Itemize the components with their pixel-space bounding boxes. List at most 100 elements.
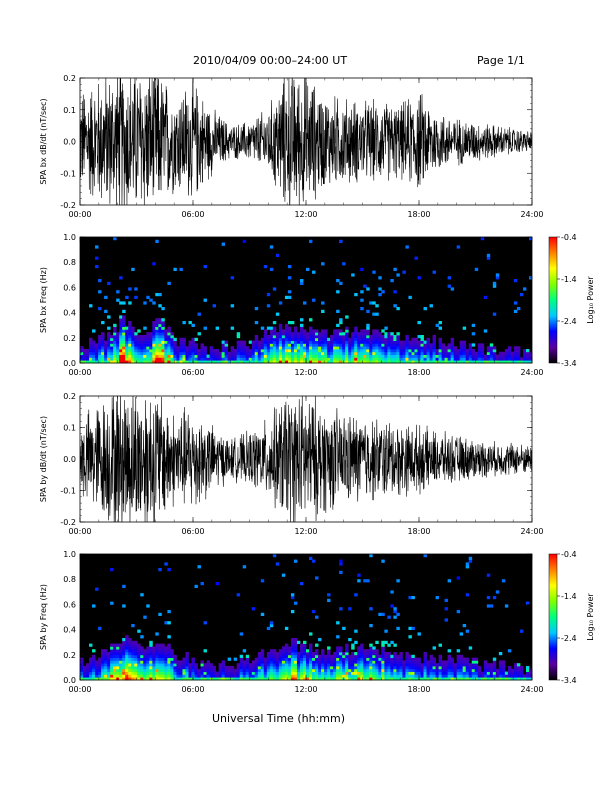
spectrogram-cell — [266, 337, 271, 341]
spectrogram-cell — [372, 301, 376, 305]
spectrogram-cell — [423, 307, 427, 311]
spectrogram-cell — [453, 354, 458, 358]
spectrogram-cell — [465, 677, 470, 681]
spectrogram-cell — [312, 349, 316, 353]
spectrogram-cell — [260, 671, 265, 675]
spectrogram-cell — [194, 349, 198, 353]
spectrogram-cell — [149, 640, 153, 644]
spectrogram-cell — [230, 354, 235, 358]
spectrogram-cell — [336, 290, 340, 294]
spectrogram-cell — [465, 360, 470, 364]
spectrogram-cell — [188, 354, 192, 358]
spectrogram-cell — [257, 663, 262, 667]
spectrogram-cell — [191, 666, 195, 670]
spectrogram-cell — [357, 573, 361, 577]
spectrogram-cell — [348, 671, 352, 675]
spectrogram-cell — [471, 657, 476, 661]
spectrogram-cell — [324, 354, 328, 358]
spectrogram-cell — [462, 326, 467, 330]
spectrogram-cell — [278, 674, 283, 678]
spectrogram-cell — [164, 666, 168, 670]
spectrogram-cell — [137, 666, 141, 670]
spectrogram-cell — [339, 357, 343, 361]
spectrogram-cell — [324, 663, 328, 667]
spectrogram-cell — [468, 671, 473, 675]
spectrogram-cell — [387, 340, 391, 344]
spectrogram-cell — [366, 354, 370, 358]
spectrogram-cell — [224, 346, 229, 350]
spectrogram-cell — [315, 329, 319, 333]
panel-3 — [79, 395, 533, 523]
spectrogram-cell — [351, 660, 355, 664]
spectrogram-cell — [170, 674, 174, 678]
spectrogram-cell — [167, 357, 171, 361]
spectrogram-cell — [143, 663, 147, 667]
spectrogram-cell — [447, 276, 452, 280]
spectrogram-cell — [333, 343, 337, 347]
spectrogram-cell — [125, 663, 129, 667]
spectrogram-cell — [381, 559, 385, 563]
spectrogram-cell — [321, 337, 325, 341]
spectrogram-cell — [369, 671, 373, 675]
spectrogram-cell — [242, 346, 247, 350]
spectrogram-cell — [113, 337, 117, 341]
spectrogram-cell — [221, 242, 226, 246]
spectrogram-cell — [290, 671, 295, 675]
spectrogram-cell — [209, 663, 213, 667]
spectrogram-cell — [330, 360, 334, 364]
spectrogram-cell — [429, 671, 433, 675]
spectrogram-cell — [272, 677, 277, 681]
spectrogram-cell — [309, 332, 313, 336]
spectrogram-cell — [459, 660, 464, 664]
spectrogram-cell — [432, 346, 436, 350]
spectrogram-cell — [218, 671, 223, 675]
spectrogram-cell — [269, 354, 274, 358]
colorbar-tick-label: -1.4 — [561, 275, 577, 284]
spectrogram-cell — [372, 335, 376, 339]
spectrogram-cell — [116, 666, 120, 670]
spectrogram-cell — [360, 671, 364, 675]
spectrogram-cell — [176, 663, 180, 667]
spectrogram-cell — [194, 663, 198, 667]
spectrogram-cell — [173, 360, 177, 364]
spectrogram-cell — [423, 666, 427, 670]
y-tick-label: -0.1 — [60, 169, 76, 178]
spectrogram-cell — [441, 666, 446, 670]
spectrogram-cell — [290, 360, 295, 364]
spectrogram-cell — [272, 652, 277, 656]
spectrogram-cell — [260, 340, 265, 344]
spectrogram-cell — [324, 660, 328, 664]
spectrogram-cell — [119, 349, 123, 353]
spectrogram-cell — [459, 657, 464, 661]
spectrogram-cell — [390, 279, 394, 283]
spectrogram-cell — [131, 360, 135, 364]
spectrogram-cell — [239, 351, 244, 355]
spectrogram-cell — [315, 654, 319, 658]
spectrogram-cell — [179, 360, 183, 364]
spectrogram-cell — [125, 351, 129, 355]
spectrogram-cell — [468, 663, 473, 667]
spectrogram-cell — [161, 360, 165, 364]
spectrogram-cell — [158, 354, 162, 358]
spectrogram-cell — [414, 337, 418, 341]
spectrogram-cell — [158, 643, 162, 647]
spectrogram-cell — [351, 349, 355, 353]
spectrogram-cell — [438, 657, 442, 661]
spectrogram-cell — [110, 677, 114, 681]
spectrogram-cell — [402, 346, 406, 350]
spectrogram-cell — [269, 668, 274, 672]
spectrogram-cell — [369, 654, 373, 658]
spectrogram-cell — [369, 343, 373, 347]
spectrogram-cell — [399, 674, 403, 678]
spectrogram-cell — [257, 360, 262, 364]
spectrogram-cell — [426, 351, 430, 355]
spectrogram-cell — [191, 337, 195, 341]
spectrogram-cell — [200, 671, 204, 675]
spectrogram-cell — [396, 337, 400, 341]
spectrogram-cell — [245, 671, 250, 675]
spectrogram-cell — [489, 668, 494, 672]
spectrogram-cell — [396, 612, 400, 616]
spectrogram-cell — [342, 346, 346, 350]
spectrogram-cell — [119, 657, 123, 661]
spectrogram-cell — [468, 351, 473, 355]
